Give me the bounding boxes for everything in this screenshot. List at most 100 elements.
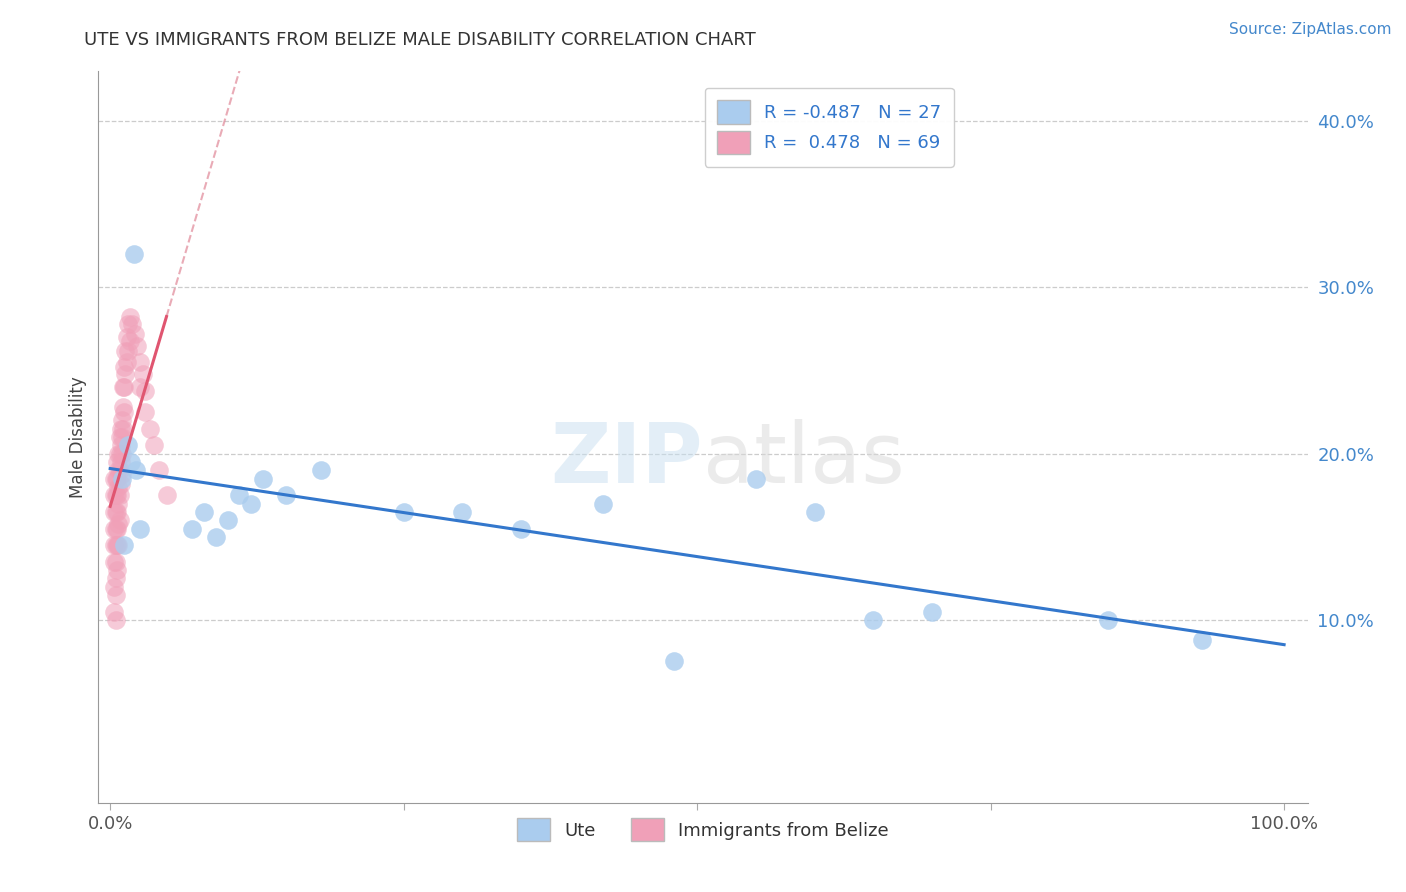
Point (311, 463, 333, 477)
Point (105, 588, 128, 602)
Point (592, 497, 614, 511)
Point (105, 521, 128, 535)
Point (110, 422, 132, 436)
Point (105, 505, 128, 519)
Point (392, 505, 415, 519)
Point (108, 488, 131, 502)
Point (112, 380, 135, 394)
Point (108, 447, 131, 461)
Point (803, 505, 825, 519)
Point (112, 422, 135, 436)
Point (103, 538, 125, 552)
Point (103, 521, 125, 535)
Point (111, 447, 134, 461)
Point (112, 538, 135, 552)
Point (111, 472, 134, 486)
Point (276, 488, 298, 502)
Point (115, 355, 138, 369)
Point (105, 521, 128, 535)
Point (108, 463, 131, 477)
Point (127, 338, 149, 352)
Point (110, 455, 132, 469)
Point (117, 343, 139, 358)
Point (1191, 632, 1213, 647)
Point (128, 380, 150, 394)
Point (862, 613, 884, 627)
Point (103, 488, 125, 502)
Point (105, 505, 128, 519)
Point (107, 447, 129, 461)
Point (112, 400, 135, 414)
Point (451, 505, 474, 519)
Point (107, 463, 129, 477)
Point (114, 367, 136, 381)
Point (181, 521, 204, 535)
Point (1097, 613, 1119, 627)
Point (117, 438, 139, 452)
Point (107, 480, 129, 494)
Point (107, 497, 129, 511)
Point (128, 521, 150, 535)
Point (204, 530, 226, 544)
Point (107, 538, 129, 552)
Point (107, 516, 129, 531)
Point (662, 655, 685, 669)
Point (193, 505, 215, 519)
Point (120, 334, 142, 348)
Point (120, 455, 142, 469)
Text: Source: ZipAtlas.com: Source: ZipAtlas.com (1229, 22, 1392, 37)
Point (103, 505, 125, 519)
Point (217, 513, 239, 527)
Point (105, 488, 128, 502)
Point (105, 488, 128, 502)
Text: atlas: atlas (703, 418, 904, 500)
Point (112, 405, 135, 419)
Point (124, 326, 146, 341)
Point (108, 513, 131, 527)
Point (110, 438, 132, 452)
Point (105, 472, 128, 486)
Point (105, 571, 128, 585)
Point (112, 380, 135, 394)
Point (105, 613, 128, 627)
Point (117, 317, 139, 331)
Point (111, 430, 134, 444)
Point (103, 472, 125, 486)
Point (111, 413, 134, 427)
Point (139, 422, 162, 436)
Point (115, 330, 138, 344)
Legend: Ute, Immigrants from Belize: Ute, Immigrants from Belize (510, 811, 896, 848)
Text: ZIP: ZIP (551, 418, 703, 500)
Point (114, 343, 136, 358)
Point (103, 580, 125, 594)
Point (105, 538, 128, 552)
Point (103, 555, 125, 569)
Point (105, 555, 128, 569)
Point (105, 538, 128, 552)
Point (111, 467, 134, 481)
Y-axis label: Male Disability: Male Disability (69, 376, 87, 498)
Point (510, 521, 533, 535)
Point (128, 355, 150, 369)
Point (142, 438, 165, 452)
Point (228, 488, 250, 502)
Point (105, 472, 128, 486)
Point (105, 563, 128, 577)
Point (252, 472, 274, 486)
Point (125, 463, 148, 477)
Point (148, 463, 170, 477)
Point (108, 430, 131, 444)
Point (103, 605, 125, 619)
Point (105, 455, 128, 469)
Point (132, 367, 155, 381)
Point (122, 247, 145, 261)
Point (921, 605, 943, 619)
Point (121, 317, 143, 331)
Point (745, 472, 768, 486)
Point (240, 497, 263, 511)
Point (112, 360, 135, 375)
Point (155, 488, 177, 502)
Point (134, 405, 156, 419)
Point (134, 384, 156, 398)
Point (110, 476, 132, 491)
